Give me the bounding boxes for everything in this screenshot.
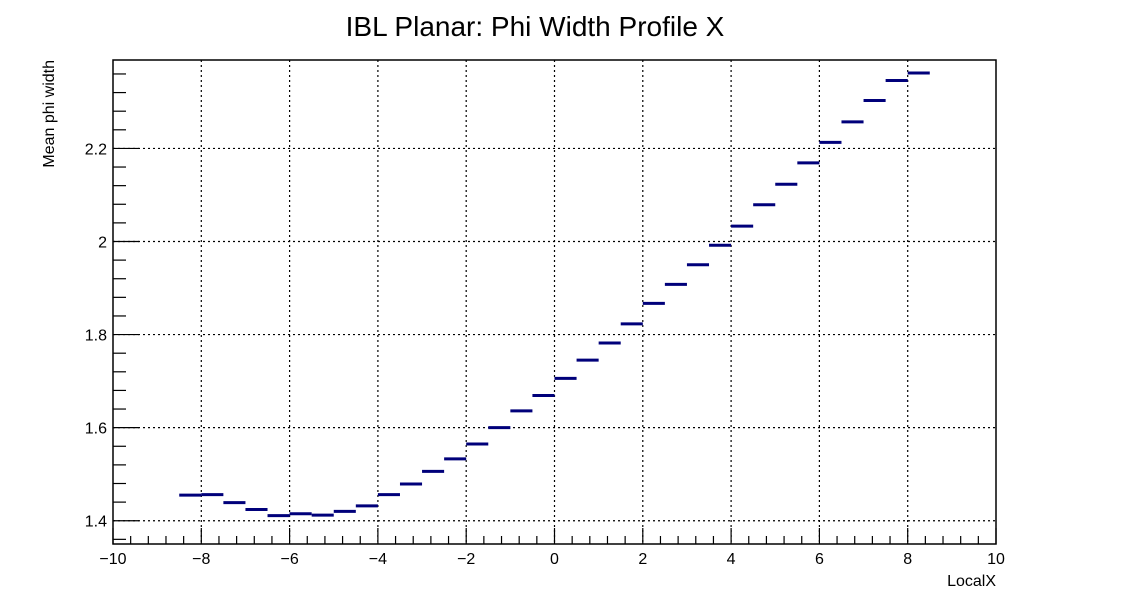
- y-tick-label: 2: [98, 235, 107, 252]
- chart-title: IBL Planar: Phi Width Profile X: [346, 11, 725, 42]
- y-tick-label: 1.8: [85, 328, 107, 345]
- y-tick-labels: 1.4 1.6 1.8 2 2.2: [85, 141, 107, 530]
- x-tick-label: −4: [369, 551, 387, 568]
- axis-ticks: [112, 73, 997, 544]
- x-tick-labels: −10 −8 −6 −4 −2 0 2 4 6 8 10: [99, 551, 1005, 568]
- y-axis-label: Mean phi width: [41, 60, 58, 168]
- grid-lines: [113, 60, 996, 544]
- x-tick-label: 10: [987, 551, 1005, 568]
- x-tick-label: 4: [727, 551, 736, 568]
- x-tick-label: 2: [638, 551, 647, 568]
- x-tick-label: −2: [457, 551, 475, 568]
- x-tick-label: −10: [99, 551, 126, 568]
- x-axis-label: LocalX: [947, 573, 996, 590]
- plot-frame: [112, 59, 997, 545]
- data-bins: [179, 71, 930, 518]
- x-tick-label: 6: [815, 551, 824, 568]
- x-tick-label: 8: [903, 551, 912, 568]
- y-tick-label: 1.4: [85, 514, 107, 531]
- x-tick-label: 0: [550, 551, 559, 568]
- x-tick-label: −8: [192, 551, 210, 568]
- x-tick-label: −6: [280, 551, 298, 568]
- y-tick-label: 1.6: [85, 421, 107, 438]
- y-tick-label: 2.2: [85, 141, 107, 158]
